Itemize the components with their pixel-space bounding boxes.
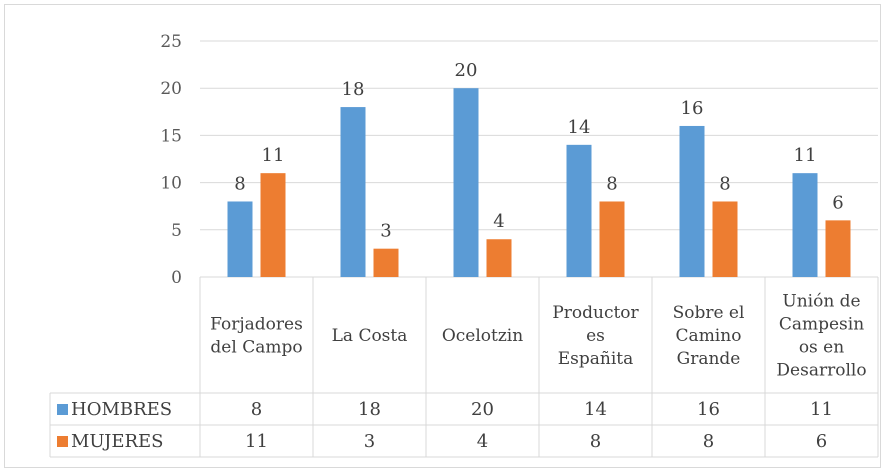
category-label: Grande: [677, 349, 741, 369]
bar-mujeres: [599, 201, 625, 277]
table-cell: 3: [364, 431, 375, 452]
data-label: 8: [719, 173, 730, 194]
y-tick-label: 5: [171, 221, 182, 241]
y-tick-label: 20: [160, 79, 182, 99]
bar-hombres: [227, 201, 253, 277]
y-axis: 0 5 10 15 20 25: [160, 32, 182, 288]
category-label: Camino: [676, 326, 742, 346]
table-cell: 20: [471, 399, 494, 420]
bar-hombres: [566, 144, 592, 277]
category-label: Españita: [558, 349, 634, 369]
y-tick-label: 0: [171, 268, 182, 288]
y-tick-label: 10: [160, 174, 182, 194]
table-cell: 18: [358, 399, 381, 420]
data-label: 4: [493, 211, 504, 232]
bar-mujeres: [373, 248, 399, 277]
category-label: os en: [799, 338, 844, 358]
data-label: 14: [568, 117, 591, 138]
table-cell: 14: [584, 399, 607, 420]
y-tick-label: 15: [160, 126, 182, 146]
table-cell: 8: [251, 399, 262, 420]
bar-mujeres: [486, 239, 512, 277]
data-label: 3: [380, 221, 391, 242]
bar-hombres: [679, 125, 705, 278]
data-table: Forjadores del Campo La Costa Ocelotzin Prod…: [49, 277, 879, 458]
data-label: 8: [234, 173, 245, 194]
data-label: 18: [342, 79, 365, 100]
legend-key-hombres: [57, 404, 68, 415]
series-name: MUJERES: [71, 431, 164, 452]
table-cell: 8: [590, 431, 601, 452]
data-label: 11: [794, 145, 817, 166]
table-cell: 16: [697, 399, 720, 420]
category-label: Productor: [552, 303, 639, 323]
category-label: La Costa: [332, 326, 408, 346]
data-labels: 8 11 18 3 20 4 14 8 16 8 11 6: [234, 60, 843, 241]
table-cell: 11: [245, 431, 268, 452]
y-tick-label: 25: [160, 32, 182, 52]
bar-mujeres: [260, 173, 286, 277]
data-label: 11: [262, 145, 285, 166]
legend-key-mujeres: [57, 436, 68, 447]
data-label: 16: [681, 98, 704, 119]
category-label: Campesin: [779, 315, 864, 335]
bar-hombres: [792, 173, 818, 277]
category-label: del Campo: [210, 338, 302, 358]
category-label: Ocelotzin: [442, 326, 523, 346]
data-label: 20: [455, 60, 478, 81]
data-label: 8: [606, 173, 617, 194]
table-cell: 6: [816, 431, 827, 452]
category-label: Forjadores: [210, 315, 303, 335]
series-name: HOMBRES: [71, 399, 172, 420]
category-label: Sobre el: [673, 303, 745, 323]
bar-mujeres: [712, 201, 738, 277]
bar-hombres: [340, 107, 366, 277]
table-cell: 8: [703, 431, 714, 452]
table-cell: 4: [477, 431, 488, 452]
table-cell: 11: [810, 399, 833, 420]
category-label: Desarrollo: [776, 361, 866, 381]
bars: [227, 88, 851, 278]
gridlines: [200, 40, 878, 278]
bar-mujeres: [825, 220, 851, 277]
chart-frame: [4, 4, 881, 468]
category-label: es: [586, 326, 605, 346]
data-label: 6: [832, 192, 843, 213]
bar-hombres: [453, 88, 479, 277]
category-label: Unión de: [782, 292, 860, 312]
